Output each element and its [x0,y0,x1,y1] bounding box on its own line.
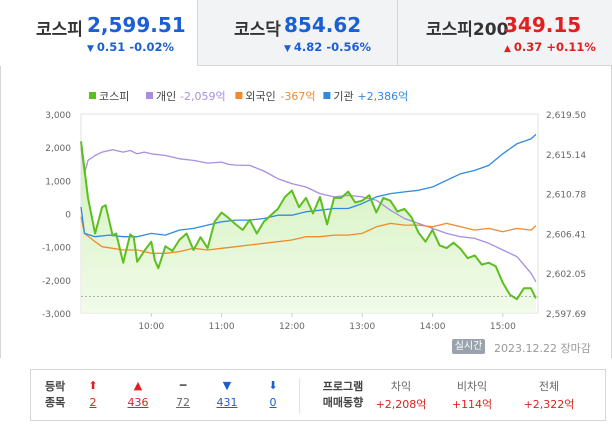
program-non-arbitrage: 비차익 +114억 [451,380,493,411]
legend-label: 외국인 [245,90,275,103]
legend-swatch [146,92,153,99]
y-right-tick-label: 2,597.69 [546,310,586,320]
down-arrow-icon: ▼ [87,44,94,54]
legend-value: -367억 [280,90,315,103]
upper-limit-icon: ⬆ [88,379,98,392]
index-value: 854.62 [284,13,362,37]
divider [299,378,300,414]
live-badge[interactable]: 실시간 [452,339,485,354]
chart-svg: 코스피 개인 -2,059억 외국인 -367억 기관 +2,386억 3,000 2,000 1… [42,90,586,332]
tab-kospi[interactable]: 코스피 2,599.51 ▼ 0.51 -0.02% [0,0,198,66]
index-change: ▼ 4.82 -0.56% [284,40,371,54]
legend-value: -2,059억 [180,90,226,103]
legend-swatch [323,92,331,99]
y-left-tick-label: -3,000 [42,310,71,320]
y-left-tick-label: 0 [65,211,71,221]
program-total: 전체 +2,322억 [523,380,575,411]
y-right-tick-label: 2,606.41 [546,230,586,240]
series-line-institution [80,133,537,238]
falling-count[interactable]: 431 [216,396,238,409]
index-change: ▼ 0.51 -0.02% [87,40,174,54]
tab-name: 코스피 [36,20,83,40]
index-value: 2,599.51 [87,13,186,37]
program-title: 프로그램 매매동향 [322,380,364,409]
kospi-area [81,141,536,313]
tab-name: 코스피200 [426,20,509,40]
y-right-tick-label: 2,610.78 [546,191,586,201]
unchanged-icon: ━ [179,379,187,392]
lower-limit-icon: ⬇ [268,379,278,392]
down-arrow-icon: ▼ [284,44,291,54]
y-left-tick-label: -1,000 [42,244,71,254]
breadth-unchanged: ━ 72 [168,379,198,411]
breadth-falling: ▼ 431 [212,379,242,411]
unchanged-count[interactable]: 72 [176,396,190,409]
x-tick-label: 15:00 [490,322,516,332]
tab-kosdaq[interactable]: 코스닥 854.62 ▼ 4.82 -0.56% [198,0,398,66]
x-tick-label: 10:00 [138,322,164,332]
index-change: ▲ 0.37 +0.11% [504,40,596,54]
breadth-upper-limit: ⬆ 2 [83,379,103,411]
x-tick-label: 13:00 [349,322,375,332]
program-arbitrage: 차익 +2,208억 [375,380,427,411]
y-left-tick-label: -2,000 [42,277,71,287]
y-right-tick-label: 2,619.50 [546,111,586,121]
lower-limit-count[interactable]: 0 [269,396,277,409]
legend-label: 기관 [333,90,353,103]
investor-trend-chart: 코스피 개인 -2,059억 외국인 -367억 기관 +2,386억 3,000 2,000 1… [0,66,612,358]
rising-count[interactable]: 436 [127,396,149,409]
x-tick-label: 12:00 [279,322,305,332]
breadth-lower-limit: ⬇ 0 [263,379,283,411]
breadth-rising: ▲ 436 [123,379,153,411]
series-line-kospi [80,141,537,301]
y-right-tick-label: 2,615.14 [546,151,586,161]
upper-limit-count[interactable]: 2 [89,396,97,409]
y-right-tick-label: 2,602.05 [546,270,586,280]
rising-icon: ▲ [133,379,143,392]
tab-name: 코스닥 [234,20,281,40]
date-status: 2023.12.22 장마감 [494,342,591,355]
market-breadth-panel: 등락 종목 ⬆ 2 ▲ 436 ━ 72 ▼ 431 ⬇ 0 프로그램 매매동향 [30,369,606,421]
y-left-tick-label: 3,000 [45,111,71,121]
index-value: 349.15 [504,13,582,37]
x-tick-label: 11:00 [209,322,235,332]
legend-value: +2,386억 [357,90,408,103]
x-tick-label: 14:00 [420,322,446,332]
legend-swatch [235,92,243,99]
index-tabs: 코스피 2,599.51 ▼ 0.51 -0.02% 코스닥 854.62 ▼ 4.… [0,0,612,66]
legend-swatch [89,92,96,99]
tab-kospi200[interactable]: 코스피200 349.15 ▲ 0.37 +0.11% [398,0,612,66]
legend-label: 개인 [156,90,176,103]
series-line-individual [80,147,537,283]
legend-label: 코스피 [99,90,129,103]
up-arrow-icon: ▲ [504,44,511,54]
y-left-tick-label: 1,000 [45,177,71,187]
y-left-tick-label: 2,000 [45,144,71,154]
falling-icon: ▼ [222,379,232,392]
breadth-title: 등락 종목 [45,380,66,409]
